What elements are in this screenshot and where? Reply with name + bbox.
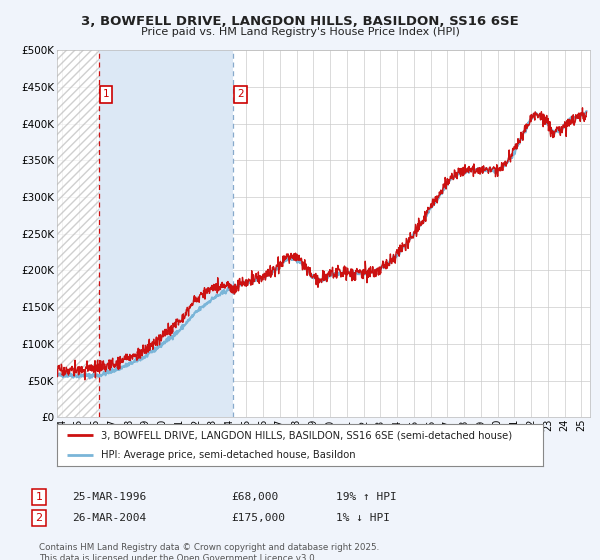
Text: 1% ↓ HPI: 1% ↓ HPI bbox=[336, 513, 390, 523]
Bar bbox=[57, 50, 100, 417]
Text: 3, BOWFELL DRIVE, LANGDON HILLS, BASILDON, SS16 6SE: 3, BOWFELL DRIVE, LANGDON HILLS, BASILDO… bbox=[81, 15, 519, 28]
Bar bbox=[100, 50, 233, 417]
Text: 1: 1 bbox=[103, 90, 109, 100]
Text: HPI: Average price, semi-detached house, Basildon: HPI: Average price, semi-detached house,… bbox=[101, 450, 355, 460]
Text: 2: 2 bbox=[35, 513, 43, 523]
Text: £68,000: £68,000 bbox=[231, 492, 278, 502]
Text: 25-MAR-1996: 25-MAR-1996 bbox=[72, 492, 146, 502]
Text: 2: 2 bbox=[237, 90, 244, 100]
Text: 1: 1 bbox=[35, 492, 43, 502]
Text: 3, BOWFELL DRIVE, LANGDON HILLS, BASILDON, SS16 6SE (semi-detached house): 3, BOWFELL DRIVE, LANGDON HILLS, BASILDO… bbox=[101, 430, 512, 440]
Text: Price paid vs. HM Land Registry's House Price Index (HPI): Price paid vs. HM Land Registry's House … bbox=[140, 27, 460, 37]
Text: £175,000: £175,000 bbox=[231, 513, 285, 523]
Text: 19% ↑ HPI: 19% ↑ HPI bbox=[336, 492, 397, 502]
Text: 26-MAR-2004: 26-MAR-2004 bbox=[72, 513, 146, 523]
Text: Contains HM Land Registry data © Crown copyright and database right 2025.
This d: Contains HM Land Registry data © Crown c… bbox=[39, 543, 379, 560]
